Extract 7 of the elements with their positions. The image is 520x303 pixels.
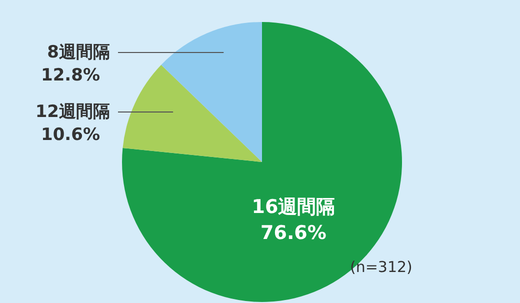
slice-label: 16週間隔 [252,196,336,218]
slice-label: 12週間隔 [35,102,110,122]
data-label: 76.6% [260,222,326,244]
data-label: 10.6% [41,125,100,146]
data-label: 12.8% [41,65,100,86]
text: (n=312) [350,258,412,276]
slice-label: 8週間隔 [47,42,110,62]
